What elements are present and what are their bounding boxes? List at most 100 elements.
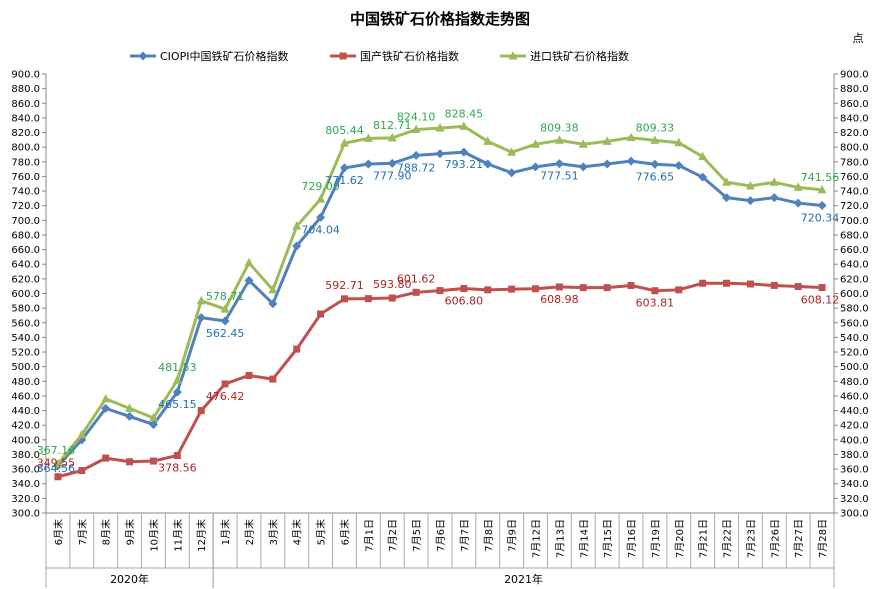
x-tick-label: 7月27日 — [793, 519, 805, 558]
data-point — [54, 473, 62, 481]
data-point — [411, 150, 421, 160]
year-label: 2020年 — [110, 572, 149, 586]
y-tick-label-left: 640.0 — [11, 260, 40, 271]
data-point — [388, 294, 396, 302]
data-point — [793, 182, 803, 191]
axes: 300.0 300.0 320.0 320.0 340.0 340.0 360.0 360.0… — [11, 70, 869, 588]
x-tick-label: 3月末 — [267, 519, 280, 545]
y-tick-label-left: 780.0 — [11, 157, 40, 168]
y-tick-label-right: 660.0 — [840, 245, 869, 256]
y-tick-label-left: 820.0 — [11, 128, 40, 139]
data-point — [53, 458, 63, 468]
y-tick-label-right: 680.0 — [840, 230, 869, 241]
x-tick-label: 7月19日 — [650, 519, 662, 558]
data-point — [245, 371, 253, 379]
y-tick-label-right: 480.0 — [840, 377, 869, 388]
series-2 — [54, 279, 826, 481]
data-point — [722, 177, 732, 186]
data-label: 741.56 — [801, 171, 840, 184]
data-label: 378.56 — [158, 462, 197, 475]
data-point — [793, 198, 803, 208]
data-point — [508, 285, 516, 293]
data-point — [387, 158, 397, 168]
data-point — [436, 287, 444, 295]
data-label: 812.71 — [373, 119, 412, 132]
y-tick-label-left: 520.0 — [11, 348, 40, 359]
y-tick-label-right: 560.0 — [840, 318, 869, 329]
series-line — [56, 124, 823, 465]
x-tick-label: 7月21日 — [698, 519, 710, 558]
data-point — [674, 137, 684, 147]
data-label: 593.80 — [373, 278, 412, 291]
y-tick-label-right: 380.0 — [840, 450, 869, 461]
data-point — [292, 241, 302, 251]
x-tick-label: 1月末 — [219, 519, 232, 545]
data-point — [794, 283, 802, 291]
data-point — [650, 135, 660, 144]
data-point — [723, 279, 731, 287]
data-point — [268, 284, 278, 294]
y-tick-label-left: 840.0 — [11, 113, 40, 124]
data-label: 788.72 — [397, 161, 436, 174]
data-point — [363, 159, 373, 169]
y-tick-label-right: 420.0 — [840, 421, 869, 432]
data-point — [602, 159, 612, 169]
x-tick-label: 7月14日 — [578, 519, 590, 558]
data-point — [316, 194, 326, 203]
x-tick-label: 6月末 — [52, 519, 65, 545]
x-tick-label: 6月末 — [338, 519, 351, 545]
data-point — [197, 407, 205, 415]
y-tick-label-right: 720.0 — [840, 201, 869, 212]
data-point — [579, 284, 587, 292]
y-tick-label-right: 840.0 — [840, 113, 869, 124]
data-point — [746, 280, 754, 288]
legend-marker — [339, 52, 347, 60]
data-point — [460, 285, 468, 293]
data-point — [578, 162, 588, 172]
data-point — [531, 162, 541, 172]
data-point — [745, 196, 755, 206]
y-tick-label-left: 400.0 — [11, 435, 40, 446]
x-tick-label: 7月26日 — [769, 519, 781, 558]
x-tick-label: 8月末 — [100, 519, 113, 545]
y-tick-label-left: 680.0 — [11, 230, 40, 241]
data-label: 824.10 — [397, 111, 436, 124]
y-tick-label-right: 800.0 — [840, 143, 869, 154]
y-tick-label-right: 400.0 — [840, 435, 869, 446]
data-point — [125, 411, 135, 421]
data-label: 720.34 — [801, 211, 840, 224]
data-point — [412, 288, 420, 296]
x-tick-label: 7月5日 — [411, 519, 423, 552]
data-point — [435, 123, 445, 132]
y-tick-label-left: 740.0 — [11, 187, 40, 198]
data-point — [220, 304, 230, 313]
x-tick-label: 10月末 — [147, 519, 160, 552]
data-point — [817, 184, 827, 194]
x-tick-label: 7月15日 — [602, 519, 614, 558]
legend-entry: 进口铁矿石价格指数 — [530, 49, 629, 63]
data-point — [196, 313, 206, 323]
data-label: 608.12 — [801, 294, 840, 307]
data-label: 729.00 — [301, 180, 340, 193]
legend-marker — [508, 51, 518, 60]
data-point — [602, 136, 612, 145]
data-point — [244, 257, 254, 267]
y-tick-label-right: 440.0 — [840, 406, 869, 417]
x-tick-label: 7月20日 — [674, 519, 686, 558]
x-tick-label: 7月8日 — [483, 519, 495, 552]
x-tick-label: 7月末 — [76, 519, 89, 545]
data-point — [411, 124, 421, 134]
data-point — [268, 299, 278, 309]
data-point — [770, 281, 778, 289]
data-label: 777.51 — [540, 170, 579, 183]
y-tick-label-left: 900.0 — [11, 70, 40, 81]
y-tick-label-left: 560.0 — [11, 318, 40, 329]
data-point — [484, 286, 492, 294]
data-label: 809.38 — [540, 121, 579, 134]
series-line — [56, 150, 823, 467]
data-point — [459, 147, 469, 157]
data-point — [269, 375, 277, 383]
x-tick-label: 7月12日 — [531, 519, 543, 558]
x-tick-label: 5月末 — [315, 519, 328, 545]
y-tick-label-left: 600.0 — [11, 289, 40, 300]
